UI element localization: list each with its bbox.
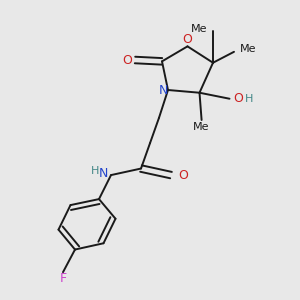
Text: O: O (233, 92, 243, 105)
Text: O: O (123, 53, 132, 67)
Text: H: H (245, 94, 254, 104)
Text: Me: Me (240, 44, 256, 54)
Text: O: O (183, 33, 192, 46)
Text: N: N (159, 83, 168, 97)
Text: O: O (178, 169, 188, 182)
Text: F: F (59, 272, 67, 286)
Text: Me: Me (194, 122, 210, 132)
Text: Me: Me (190, 24, 207, 34)
Text: H: H (91, 166, 99, 176)
Text: N: N (99, 167, 108, 180)
